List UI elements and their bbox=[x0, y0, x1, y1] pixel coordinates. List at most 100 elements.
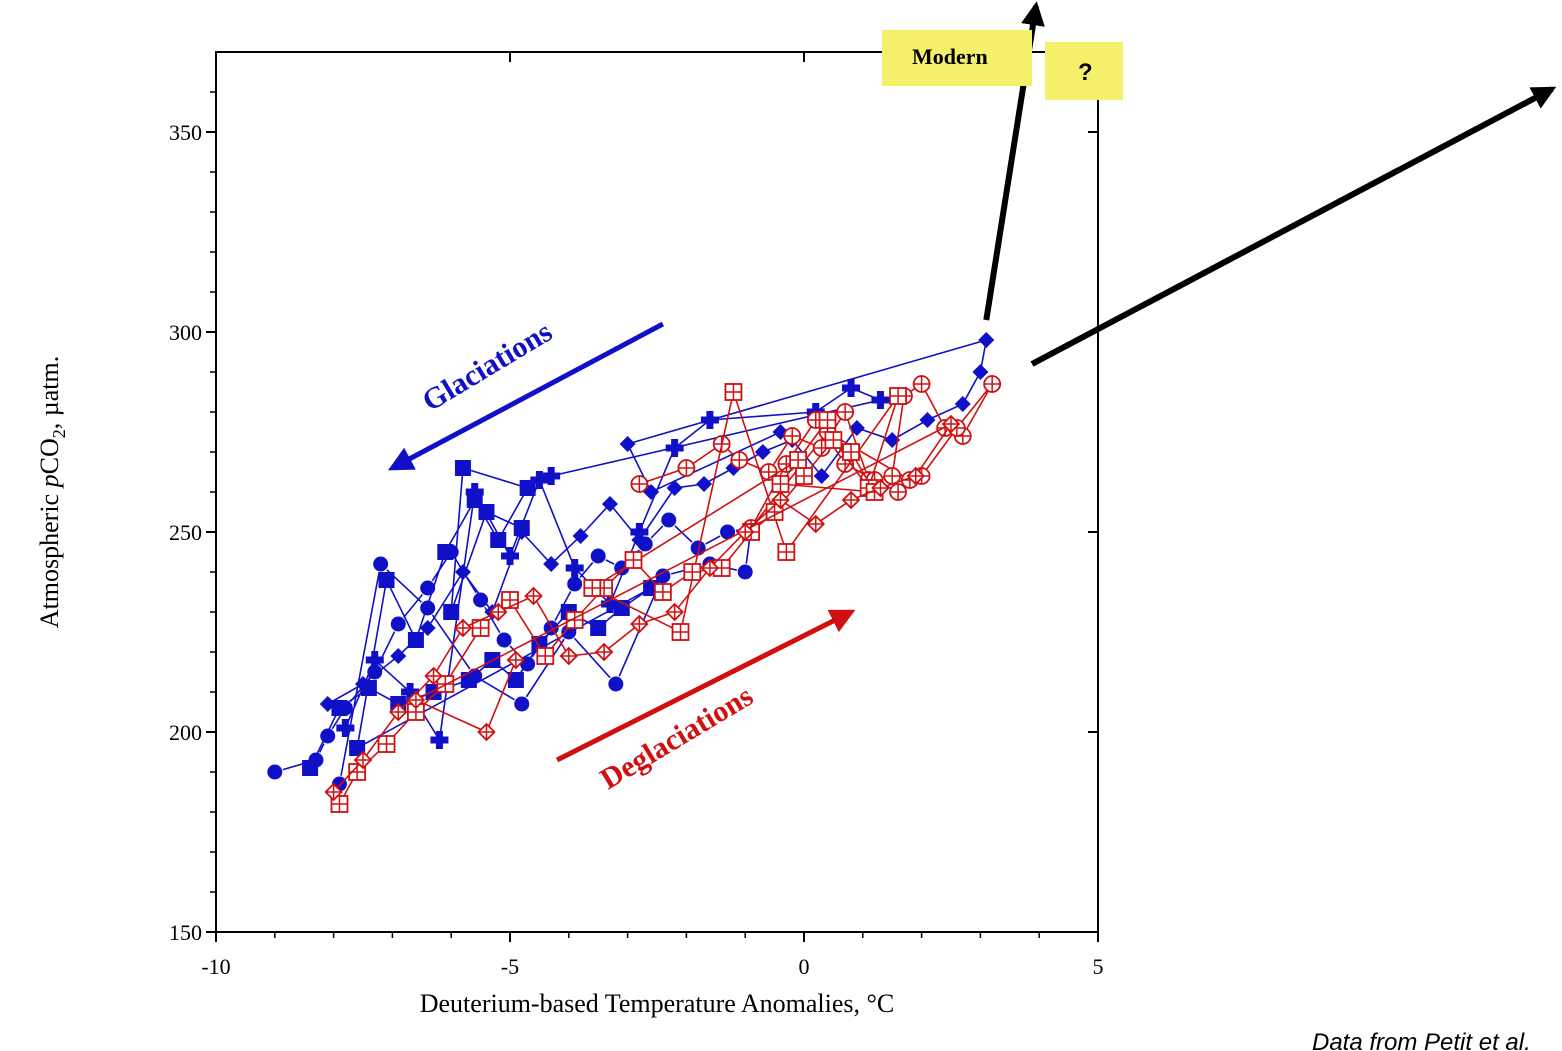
question-label: ? bbox=[1078, 59, 1093, 86]
data-point bbox=[889, 387, 907, 405]
data-point bbox=[841, 490, 861, 510]
data-point bbox=[477, 722, 496, 742]
data-point bbox=[406, 690, 426, 710]
y-tick-label: 250 bbox=[169, 520, 202, 545]
data-point bbox=[353, 750, 373, 770]
data-point bbox=[978, 332, 995, 348]
data-point bbox=[424, 666, 443, 686]
data-point bbox=[919, 412, 936, 428]
data-point bbox=[696, 476, 713, 492]
data-point bbox=[836, 403, 855, 421]
data-point bbox=[630, 614, 649, 634]
data-point bbox=[530, 471, 549, 489]
x-tick-label: -10 bbox=[201, 954, 230, 979]
data-point bbox=[889, 483, 907, 501]
x-tick-label: 5 bbox=[1093, 954, 1104, 979]
data-point bbox=[437, 544, 454, 560]
data-point bbox=[378, 572, 395, 588]
glaciations-label: Glaciations bbox=[417, 315, 558, 418]
glaciations-arrow bbox=[387, 321, 665, 471]
data-point bbox=[372, 555, 390, 573]
data-point bbox=[536, 647, 555, 665]
data-point bbox=[666, 480, 683, 496]
y-tick-label: 350 bbox=[169, 120, 202, 145]
data-point bbox=[912, 375, 931, 393]
data-point bbox=[524, 586, 543, 606]
data-point bbox=[607, 675, 625, 693]
series-line bbox=[333, 423, 952, 793]
data-point bbox=[559, 646, 579, 666]
deglaciations-arrow bbox=[555, 609, 856, 763]
data-point bbox=[302, 760, 319, 776]
series-layer bbox=[266, 332, 1002, 813]
y-axis-label-main: CO bbox=[35, 438, 64, 474]
data-point bbox=[972, 364, 989, 380]
data-point bbox=[377, 735, 396, 753]
data-point bbox=[543, 556, 560, 572]
data-point bbox=[488, 602, 508, 622]
data-point bbox=[355, 676, 371, 692]
data-point bbox=[401, 683, 420, 701]
data-point bbox=[465, 483, 484, 501]
series-diamond-plus bbox=[324, 414, 961, 802]
data-point bbox=[771, 475, 790, 493]
data-point bbox=[806, 514, 826, 534]
data-point bbox=[736, 563, 754, 581]
data-point bbox=[589, 547, 607, 565]
data-point bbox=[389, 615, 407, 633]
data-point bbox=[507, 672, 524, 688]
data-point bbox=[324, 782, 343, 802]
data-point bbox=[842, 379, 861, 397]
y-axis-label-prefix: Atmospheric bbox=[35, 487, 64, 628]
data-point bbox=[735, 522, 755, 542]
data-point bbox=[454, 460, 471, 476]
y-axis-label-italic: p bbox=[35, 474, 64, 489]
data-point bbox=[683, 563, 702, 581]
question-label-box bbox=[1045, 42, 1123, 100]
data-point bbox=[665, 602, 684, 622]
data-point bbox=[777, 543, 796, 561]
data-point bbox=[789, 451, 808, 469]
data-point bbox=[653, 583, 672, 601]
data-point bbox=[624, 551, 643, 569]
x-tick-label: 0 bbox=[799, 954, 810, 979]
data-point bbox=[660, 511, 678, 529]
y-tick-label: 300 bbox=[169, 320, 202, 345]
data-point bbox=[443, 604, 460, 620]
data-point bbox=[472, 591, 490, 609]
data-point bbox=[501, 547, 519, 565]
data-point bbox=[771, 490, 790, 510]
data-point bbox=[941, 414, 961, 434]
data-point bbox=[453, 618, 473, 638]
data-point bbox=[813, 468, 830, 484]
data-point bbox=[906, 466, 925, 486]
modern-label: Modern bbox=[912, 44, 988, 69]
data-point bbox=[724, 383, 743, 401]
data-point bbox=[795, 467, 813, 485]
modern-label-box bbox=[882, 30, 1032, 86]
x-axis-label: Deuterium-based Temperature Anomalies, °… bbox=[420, 989, 895, 1018]
data-point bbox=[319, 696, 336, 712]
data-point bbox=[365, 651, 384, 669]
data-point bbox=[583, 579, 602, 597]
data-point bbox=[513, 524, 530, 540]
data-point bbox=[671, 623, 690, 641]
data-point bbox=[983, 375, 1002, 393]
data-point bbox=[871, 391, 890, 409]
data-point bbox=[519, 480, 536, 496]
data-point bbox=[619, 436, 636, 452]
x-tick-label: -5 bbox=[501, 954, 519, 979]
data-point bbox=[330, 795, 349, 813]
data-point bbox=[513, 695, 531, 713]
data-point bbox=[824, 431, 843, 449]
data-point bbox=[730, 451, 749, 469]
data-point bbox=[490, 532, 507, 548]
y-axis-label-sub: 2 bbox=[49, 429, 69, 438]
y-axis-label-suffix: , µatm. bbox=[35, 356, 64, 429]
y-tick-label: 200 bbox=[169, 720, 202, 745]
data-point bbox=[630, 475, 649, 493]
data-point bbox=[460, 672, 477, 688]
data-point bbox=[600, 595, 619, 613]
data-point bbox=[501, 591, 519, 609]
